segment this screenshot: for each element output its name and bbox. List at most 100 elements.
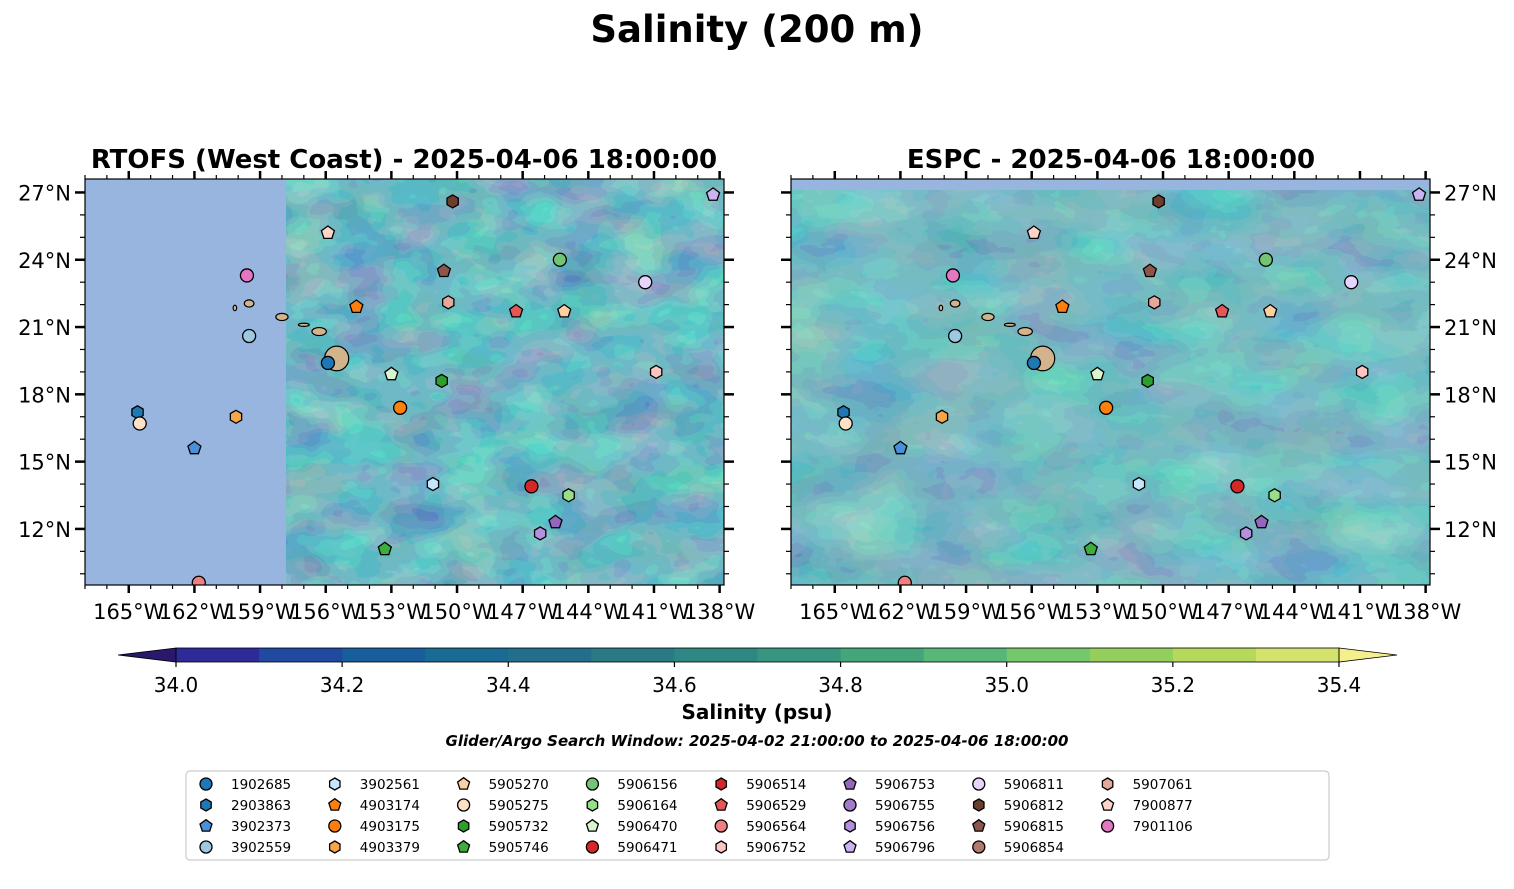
legend-item-4903175: 4903175	[328, 819, 420, 835]
espc-float-marker-5906796	[1411, 187, 1427, 201]
legend-marker-5906753	[843, 776, 857, 790]
espc-x-tick-label: 144°W	[1259, 600, 1331, 624]
rtofs-float-marker-4903174	[349, 299, 364, 314]
rtofs-island-2	[297, 322, 310, 327]
legend-item-5906164: 5906164	[586, 798, 678, 814]
rtofs-float-marker-4903175	[392, 400, 408, 415]
espc-island-2	[1003, 322, 1016, 327]
legend-label-3902373: 3902373	[231, 819, 291, 835]
rtofs-x-tick-label: 144°W	[553, 600, 625, 624]
rtofs-x-tick-label: 153°W	[356, 600, 428, 624]
legend-marker-5906752	[715, 840, 728, 854]
rtofs-x-tick-label: 150°W	[421, 600, 493, 624]
rtofs-float-marker-7900877	[320, 225, 336, 240]
colorbar-tick-label: 34.2	[320, 673, 365, 697]
espc-float-marker-5906471	[1230, 479, 1245, 494]
legend-item-2903863: 2903863	[200, 798, 291, 814]
colorbar-tick-label: 34.0	[154, 673, 199, 697]
espc-x-tick-label: 141°W	[1324, 600, 1396, 624]
rtofs-float-marker-5905746	[377, 541, 393, 556]
rtofs-float-marker-5906756	[533, 526, 547, 541]
legend-marker-5906164	[586, 798, 599, 812]
rtofs-float-marker-5905732	[435, 373, 448, 389]
rtofs-float-marker-3902559	[241, 328, 257, 344]
legend-label-5906471: 5906471	[617, 840, 677, 856]
legend-label-5905275: 5905275	[489, 798, 549, 814]
espc-float-marker-3902559	[947, 328, 963, 344]
espc-float-marker-7901106	[945, 268, 961, 283]
legend-marker-5905732	[457, 819, 470, 833]
colorbar-segment	[591, 648, 675, 662]
legend-item-5906815: 5906815	[972, 818, 1064, 835]
rtofs-salinity-field	[286, 179, 724, 585]
legend-marker-5906564	[714, 819, 728, 833]
rtofs-y-tick-label: 21°N	[18, 316, 71, 340]
espc-x-tick-label: 153°W	[1062, 600, 1134, 624]
legend-label-5906156: 5906156	[617, 777, 677, 793]
colorbar-segment	[508, 648, 592, 662]
espc-plot-frame	[790, 178, 1431, 586]
rtofs-float-marker-7901106	[239, 268, 255, 283]
espc-float-marker-4903175	[1098, 400, 1114, 415]
legend-label-5906812: 5906812	[1004, 798, 1064, 814]
espc-float-marker-5905270	[1262, 303, 1278, 318]
legend-item-5906514: 5906514	[715, 777, 806, 793]
colorbar-segment	[425, 648, 509, 662]
espc-x-tick-label: 138°W	[1390, 600, 1462, 624]
rtofs-float-marker-5906564	[191, 575, 206, 585]
colorbar-tick-label: 34.8	[818, 673, 863, 697]
espc-float-marker-5906564	[897, 575, 912, 585]
rtofs-x-tick-label: 159°W	[224, 600, 296, 624]
legend-label-4903379: 4903379	[360, 840, 420, 856]
legend-marker-3902559	[199, 840, 213, 854]
colorbar-tick-label: 34.4	[486, 673, 531, 697]
rtofs-float-marker-5906164	[562, 488, 575, 503]
legend-marker-5905270	[456, 776, 471, 790]
espc-float-marker-5907061	[1147, 295, 1161, 310]
legend-label-5906529: 5906529	[746, 798, 806, 814]
rtofs-float-marker-5906529	[508, 303, 524, 318]
legend-marker-5906156	[585, 777, 600, 791]
legend-label-5906854: 5906854	[1004, 840, 1064, 856]
espc-island-1	[1017, 326, 1033, 337]
rtofs-y-tick-label: 18°N	[18, 383, 71, 407]
legend-label-4903174: 4903174	[360, 798, 420, 814]
espc-salinity-field	[791, 190, 1430, 585]
espc-float-marker-4903174	[1055, 299, 1070, 314]
colorbar-segment	[1255, 648, 1340, 662]
rtofs-float-marker-5905275	[132, 416, 147, 431]
espc-x-tick-label: 165°W	[799, 600, 871, 624]
rtofs-panel-title: RTOFS (West Coast) - 2025-04-06 18:00:00	[91, 145, 717, 175]
legend-label-5906755: 5906755	[875, 798, 935, 814]
legend-marker-5906796	[843, 839, 857, 853]
legend-label-4903175: 4903175	[360, 819, 420, 835]
espc-island-3	[981, 312, 995, 322]
legend-marker-5906470	[585, 818, 600, 832]
espc-x-tick-label: 156°W	[996, 600, 1068, 624]
legend-marker-5906514	[715, 777, 728, 791]
espc-float-marker-5905275	[838, 416, 853, 431]
legend-item-5906752: 5906752	[715, 840, 806, 856]
legend-marker-5906811	[972, 777, 986, 791]
colorbar-label: Salinity (psu)	[681, 700, 832, 724]
legend-item-5906755: 5906755	[843, 798, 935, 814]
espc-float-marker-5905732	[1141, 373, 1154, 389]
rtofs-y-tick-label: 24°N	[18, 249, 71, 273]
legend-item-5905270: 5905270	[456, 776, 549, 793]
rtofs-island-3	[275, 312, 289, 322]
legend-item-3902373: 3902373	[199, 818, 291, 835]
espc-float-marker-5905746	[1083, 541, 1099, 556]
colorbar-tick-label: 35.2	[1151, 673, 1196, 697]
rtofs-panel: RTOFS (West Coast) - 2025-04-06 18:00:00…	[18, 145, 755, 624]
rtofs-float-marker-5906471	[524, 479, 539, 494]
rtofs-y-tick-label: 27°N	[18, 181, 71, 205]
legend-marker-5906815	[972, 818, 986, 832]
legend-item-5906470: 5906470	[585, 818, 678, 835]
rtofs-x-tick-label: 138°W	[684, 600, 756, 624]
rtofs-x-tick-label: 165°W	[93, 600, 165, 624]
legend-label-7901106: 7901106	[1133, 819, 1193, 835]
colorbar: 34.0 34.2 34.4 34.6 34.8 35.0 35.2 35.4	[117, 647, 1398, 697]
legend-item-5906756: 5906756	[844, 819, 935, 835]
legend-marker-1902685	[199, 777, 213, 791]
rtofs-island-1	[311, 326, 327, 337]
